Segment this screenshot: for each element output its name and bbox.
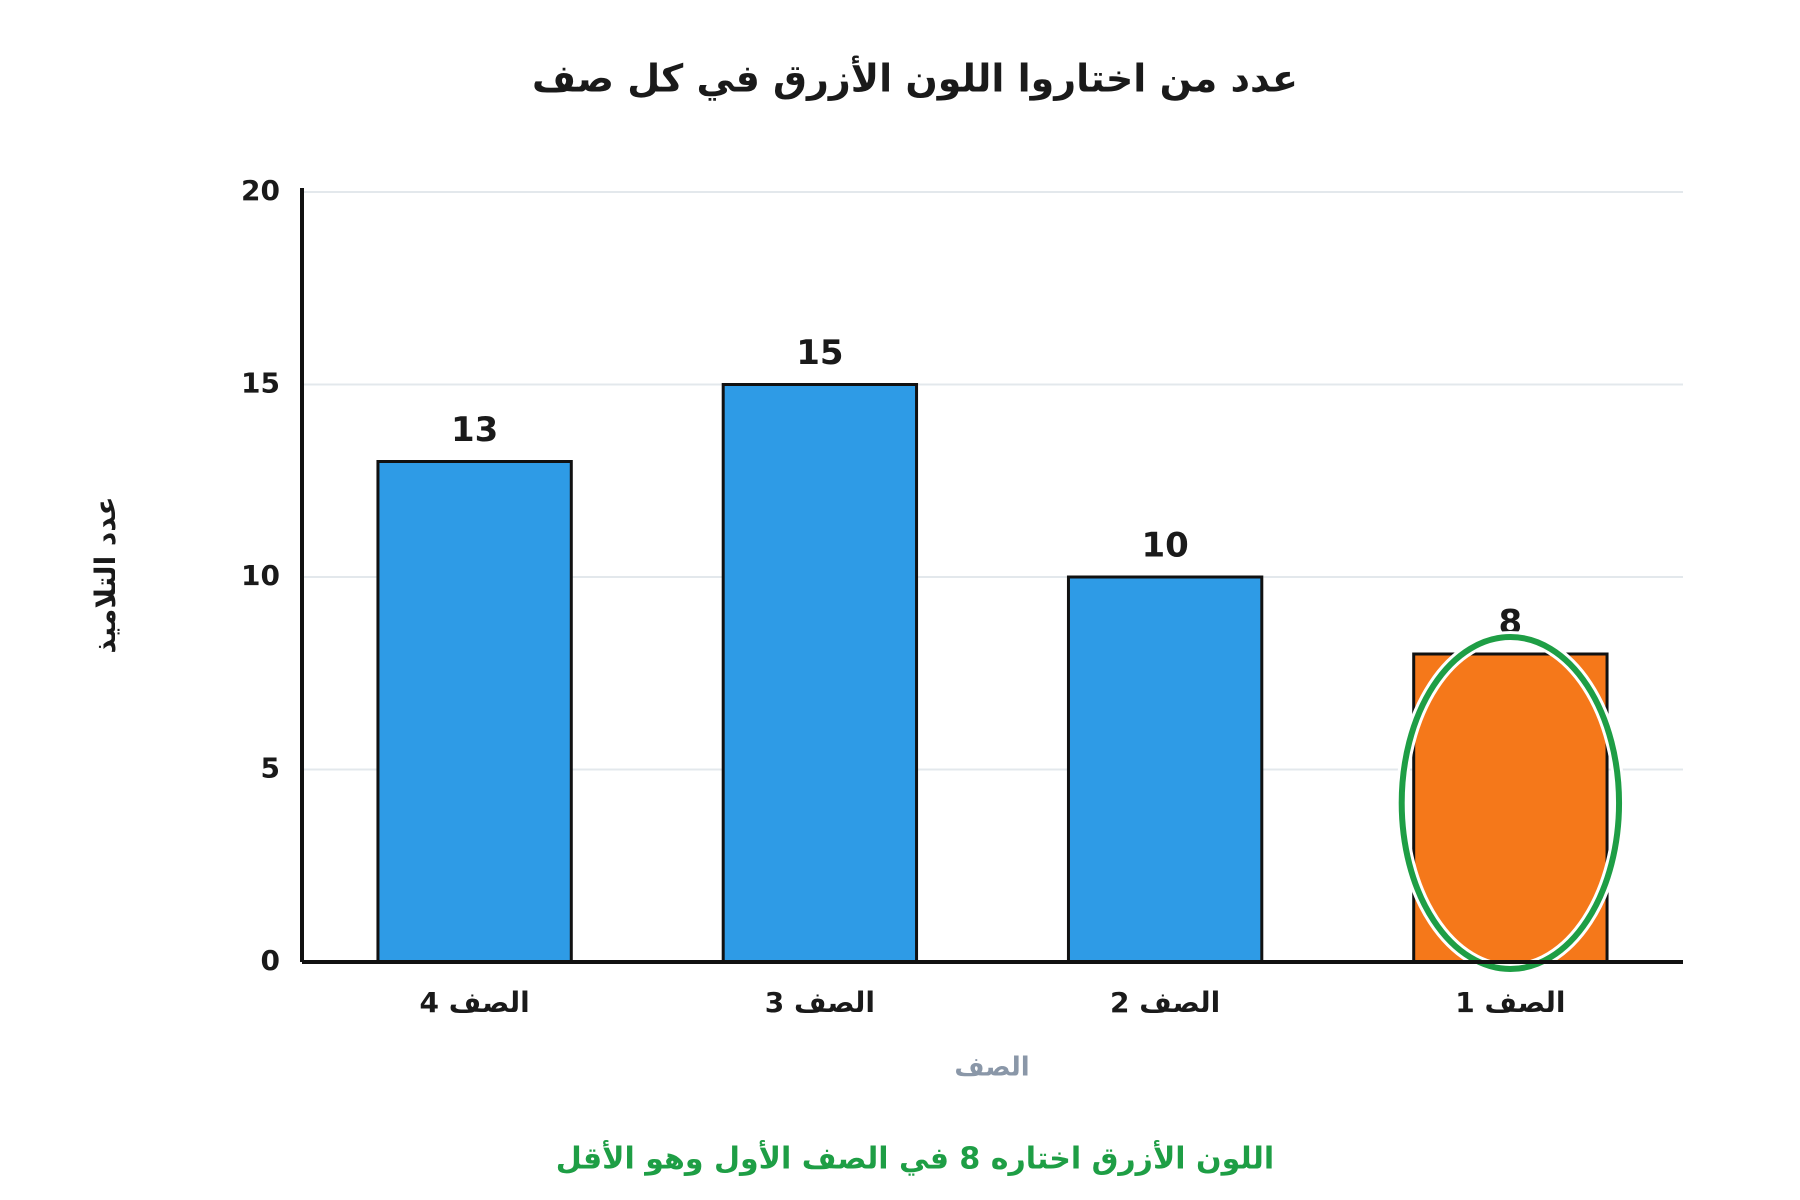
highlight-ring <box>1398 634 1623 972</box>
bar <box>376 460 573 964</box>
value-label: 13 <box>451 410 498 450</box>
y-tick-label: 10 <box>241 559 280 592</box>
value-label: 15 <box>796 333 843 373</box>
bar <box>1412 652 1609 964</box>
y-tick-label: 15 <box>241 367 280 400</box>
y-tick-label: 20 <box>241 174 280 207</box>
bar <box>1066 575 1264 964</box>
bar <box>721 383 919 964</box>
annotation: اللون الأزرق اختاره 8 في الصف الأول وهو … <box>556 1140 1274 1177</box>
y-tick-label: 0 <box>261 944 280 977</box>
value-label: 10 <box>1141 526 1188 566</box>
x-axis-label: الصف <box>954 1053 1029 1083</box>
y-tick-label: 5 <box>261 752 280 785</box>
x-tick-label: الصف 2 <box>1110 986 1220 1019</box>
y-axis-label: عدد التلاميذ <box>89 496 122 653</box>
x-tick-label: الصف 4 <box>419 986 529 1019</box>
chart-title: عدد من اختاروا اللون الأزرق في كل صف <box>532 55 1298 102</box>
x-tick-label: الصف 3 <box>765 986 875 1019</box>
x-tick-label: الصف 1 <box>1455 986 1565 1019</box>
